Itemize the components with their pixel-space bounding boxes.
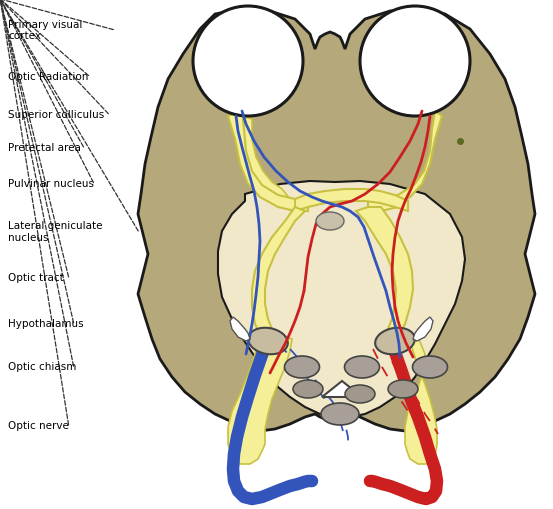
Ellipse shape bbox=[413, 356, 447, 378]
Ellipse shape bbox=[284, 356, 320, 378]
Text: Primary visual
cortex: Primary visual cortex bbox=[8, 20, 82, 41]
Ellipse shape bbox=[293, 380, 323, 398]
Ellipse shape bbox=[248, 328, 288, 355]
Polygon shape bbox=[252, 208, 305, 340]
Text: Optic Radiation: Optic Radiation bbox=[8, 71, 88, 81]
Polygon shape bbox=[413, 318, 433, 342]
Ellipse shape bbox=[345, 356, 379, 378]
Text: Superior colliculus: Superior colliculus bbox=[8, 109, 105, 120]
Text: Optic nerve: Optic nerve bbox=[8, 420, 69, 430]
Text: Optic chiasm: Optic chiasm bbox=[8, 361, 77, 372]
Text: Optic tract: Optic tract bbox=[8, 272, 64, 282]
Ellipse shape bbox=[345, 385, 375, 403]
Polygon shape bbox=[228, 335, 292, 464]
Text: Pulvinar nucleus: Pulvinar nucleus bbox=[8, 178, 95, 188]
Ellipse shape bbox=[375, 328, 415, 355]
Circle shape bbox=[360, 7, 470, 117]
Polygon shape bbox=[230, 318, 250, 342]
Text: Lateral geniculate
nucleus: Lateral geniculate nucleus bbox=[8, 221, 103, 242]
Polygon shape bbox=[322, 381, 362, 397]
Ellipse shape bbox=[316, 213, 344, 231]
Polygon shape bbox=[240, 117, 290, 200]
Polygon shape bbox=[218, 182, 465, 417]
Polygon shape bbox=[138, 10, 535, 431]
Ellipse shape bbox=[321, 403, 359, 425]
Polygon shape bbox=[405, 337, 437, 464]
Circle shape bbox=[193, 7, 303, 117]
Ellipse shape bbox=[388, 380, 418, 398]
Text: Hypothalamus: Hypothalamus bbox=[8, 318, 84, 328]
Polygon shape bbox=[228, 112, 308, 212]
Polygon shape bbox=[356, 208, 413, 340]
Polygon shape bbox=[368, 112, 442, 212]
Polygon shape bbox=[295, 190, 408, 212]
Text: Pretectal area: Pretectal area bbox=[8, 143, 81, 153]
